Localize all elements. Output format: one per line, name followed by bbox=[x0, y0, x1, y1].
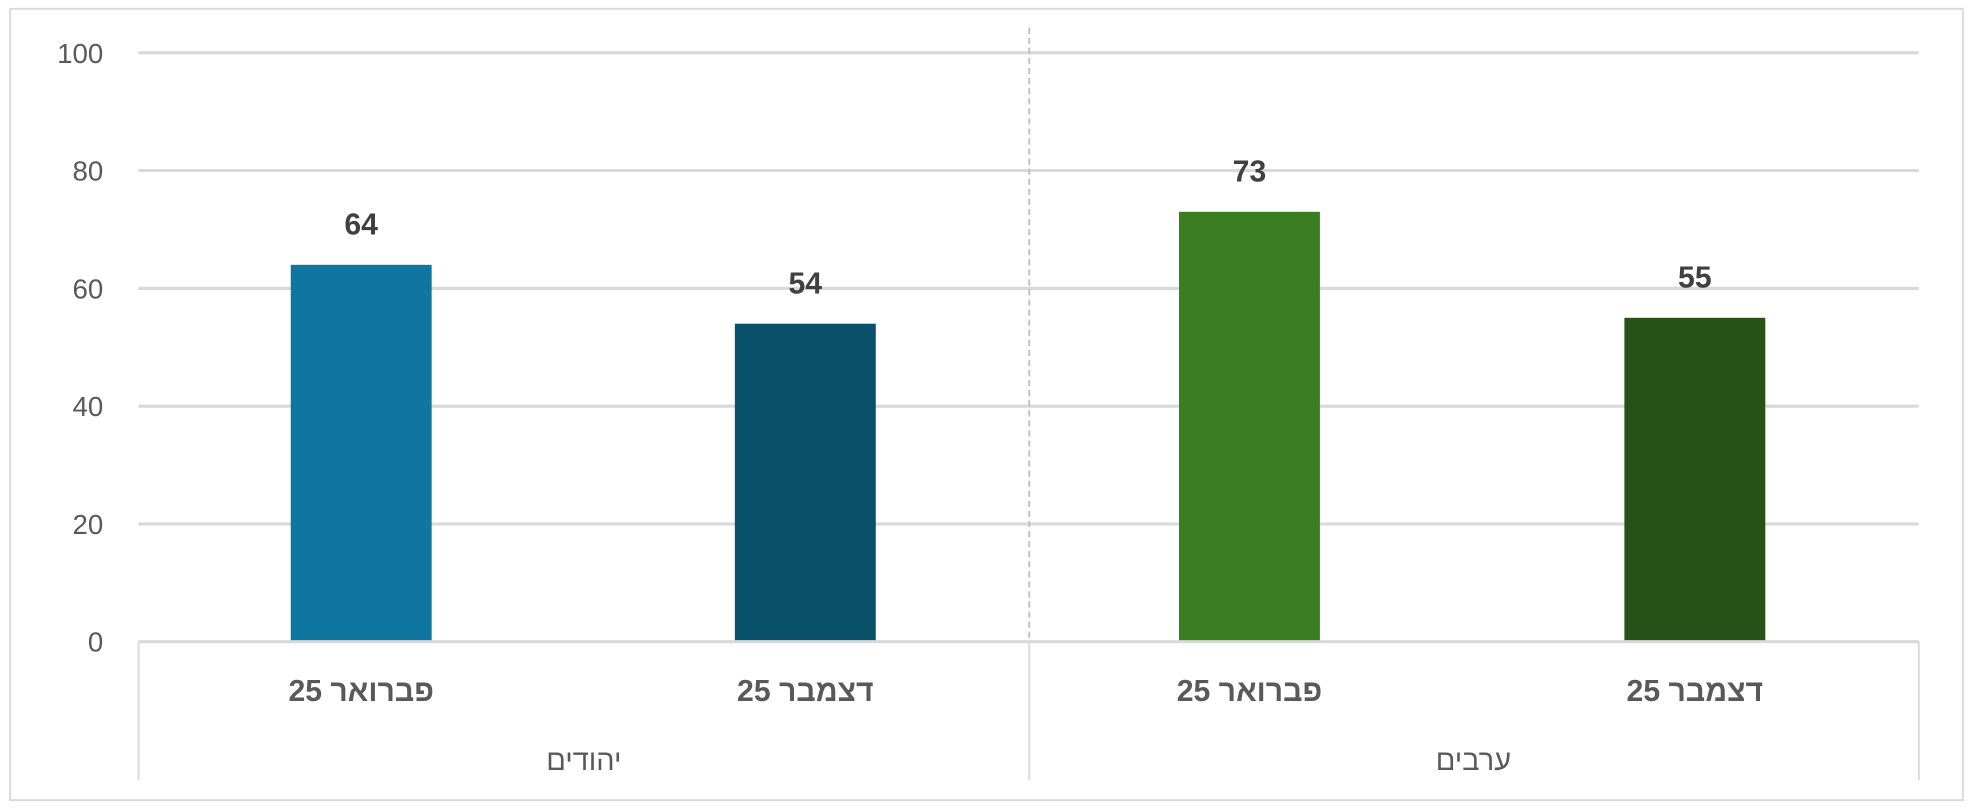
data-label: 64 bbox=[344, 209, 378, 242]
x-category-label: דצמבר 25 bbox=[1627, 675, 1764, 708]
data-label: 54 bbox=[789, 268, 823, 301]
data-label: 55 bbox=[1678, 262, 1712, 295]
bar bbox=[734, 323, 876, 642]
y-tick-label: 100 bbox=[57, 38, 103, 69]
y-tick-label: 20 bbox=[73, 509, 104, 540]
bar bbox=[290, 264, 432, 642]
y-tick-label: 80 bbox=[73, 156, 104, 187]
bar bbox=[1178, 211, 1320, 642]
data-label: 73 bbox=[1233, 156, 1267, 189]
x-group-label: ערבים bbox=[1436, 745, 1511, 777]
x-category-label: פברואר 25 bbox=[1177, 675, 1322, 708]
x-group-label: יהודים bbox=[546, 745, 621, 777]
y-tick-label: 40 bbox=[73, 391, 104, 422]
y-tick-label: 60 bbox=[73, 273, 104, 304]
y-tick-label: 0 bbox=[88, 627, 103, 658]
x-category-label: דצמבר 25 bbox=[737, 675, 874, 708]
x-category-label: פברואר 25 bbox=[288, 675, 433, 708]
bar bbox=[1624, 317, 1766, 642]
